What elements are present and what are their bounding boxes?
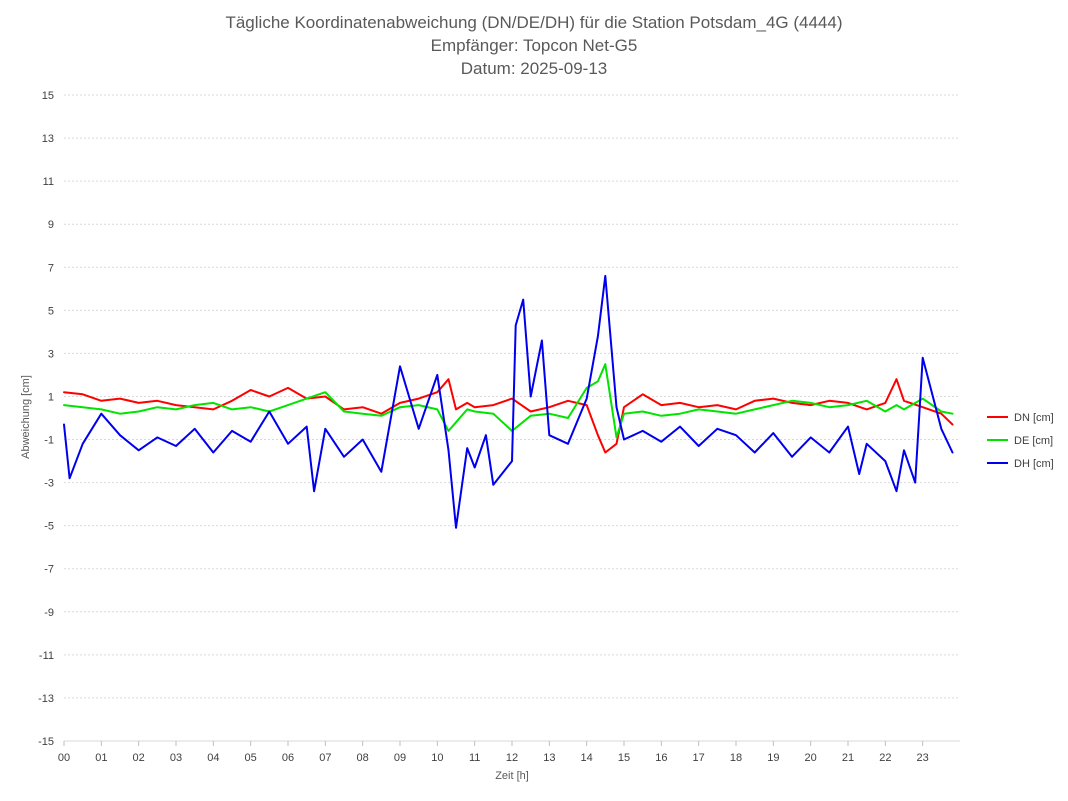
x-tick-label: 16 [655,752,667,764]
x-tick-label: 04 [207,752,219,764]
x-tick-label: 06 [282,752,294,764]
x-tick-label: 21 [842,752,854,764]
legend-label: DN [cm] [1014,412,1054,424]
x-tick-label: 17 [693,752,705,764]
legend: DN [cm] DE [cm] DH [cm] [987,412,1054,470]
series-lines [63,274,954,529]
legend-label: DE [cm] [1014,435,1053,447]
chart-title: Tägliche Koordinatenabweichung (DN/DE/DH… [225,13,842,32]
x-tick-label: 23 [917,752,929,764]
y-axis-label: Abweichung [cm] [20,375,32,459]
y-tick-label: 5 [48,305,54,317]
x-tick-label: 13 [543,752,555,764]
x-tick-label: 20 [805,752,817,764]
x-tick-label: 01 [95,752,107,764]
y-tick-label: -11 [39,650,54,662]
y-tick-label: 3 [48,348,54,360]
y-tick-label: 9 [48,219,54,231]
y-tick-label: -7 [44,564,54,576]
y-axis-ticks: 15 13 11 9 7 5 3 1 -1 -3 -5 -7 -9 -11 -13 -15 [38,90,54,748]
x-tick-label: 19 [767,752,779,764]
x-tick-label: 14 [581,752,593,764]
series-line-dh [63,274,954,529]
x-tick-label: 12 [506,752,518,764]
x-axis-ticks: 00 01 02 03 04 05 06 07 08 09 10 11 12 13 14 15 16 17 18 19… [58,741,929,764]
x-tick-label: 10 [431,752,443,764]
y-tick-label: 1 [48,391,54,403]
y-tick-label: 13 [42,133,54,145]
chart-subtitle: Empfänger: Topcon Net-G5 [431,36,638,55]
x-tick-label: 11 [469,752,480,764]
x-tick-label: 22 [879,752,891,764]
legend-label: DH [cm] [1014,458,1054,470]
x-tick-label: 15 [618,752,630,764]
x-tick-label: 05 [245,752,257,764]
y-tick-label: -15 [38,736,54,748]
y-tick-label: -3 [44,478,54,490]
y-tick-label: -1 [44,435,54,447]
x-tick-label: 00 [58,752,70,764]
x-tick-label: 18 [730,752,742,764]
x-tick-label: 02 [133,752,145,764]
x-tick-label: 03 [170,752,182,764]
y-tick-label: 7 [48,262,54,274]
y-tick-label: -13 [38,693,54,705]
y-tick-label: -5 [44,521,54,533]
chart-date: Datum: 2025-09-13 [461,59,607,78]
y-tick-label: -9 [44,607,54,619]
y-tick-label: 11 [43,176,54,188]
series-line-de [63,363,954,439]
x-tick-label: 07 [319,752,331,764]
x-tick-label: 08 [357,752,369,764]
x-tick-label: 09 [394,752,406,764]
x-axis-label: Zeit [h] [495,770,529,782]
y-tick-label: 15 [42,90,54,102]
